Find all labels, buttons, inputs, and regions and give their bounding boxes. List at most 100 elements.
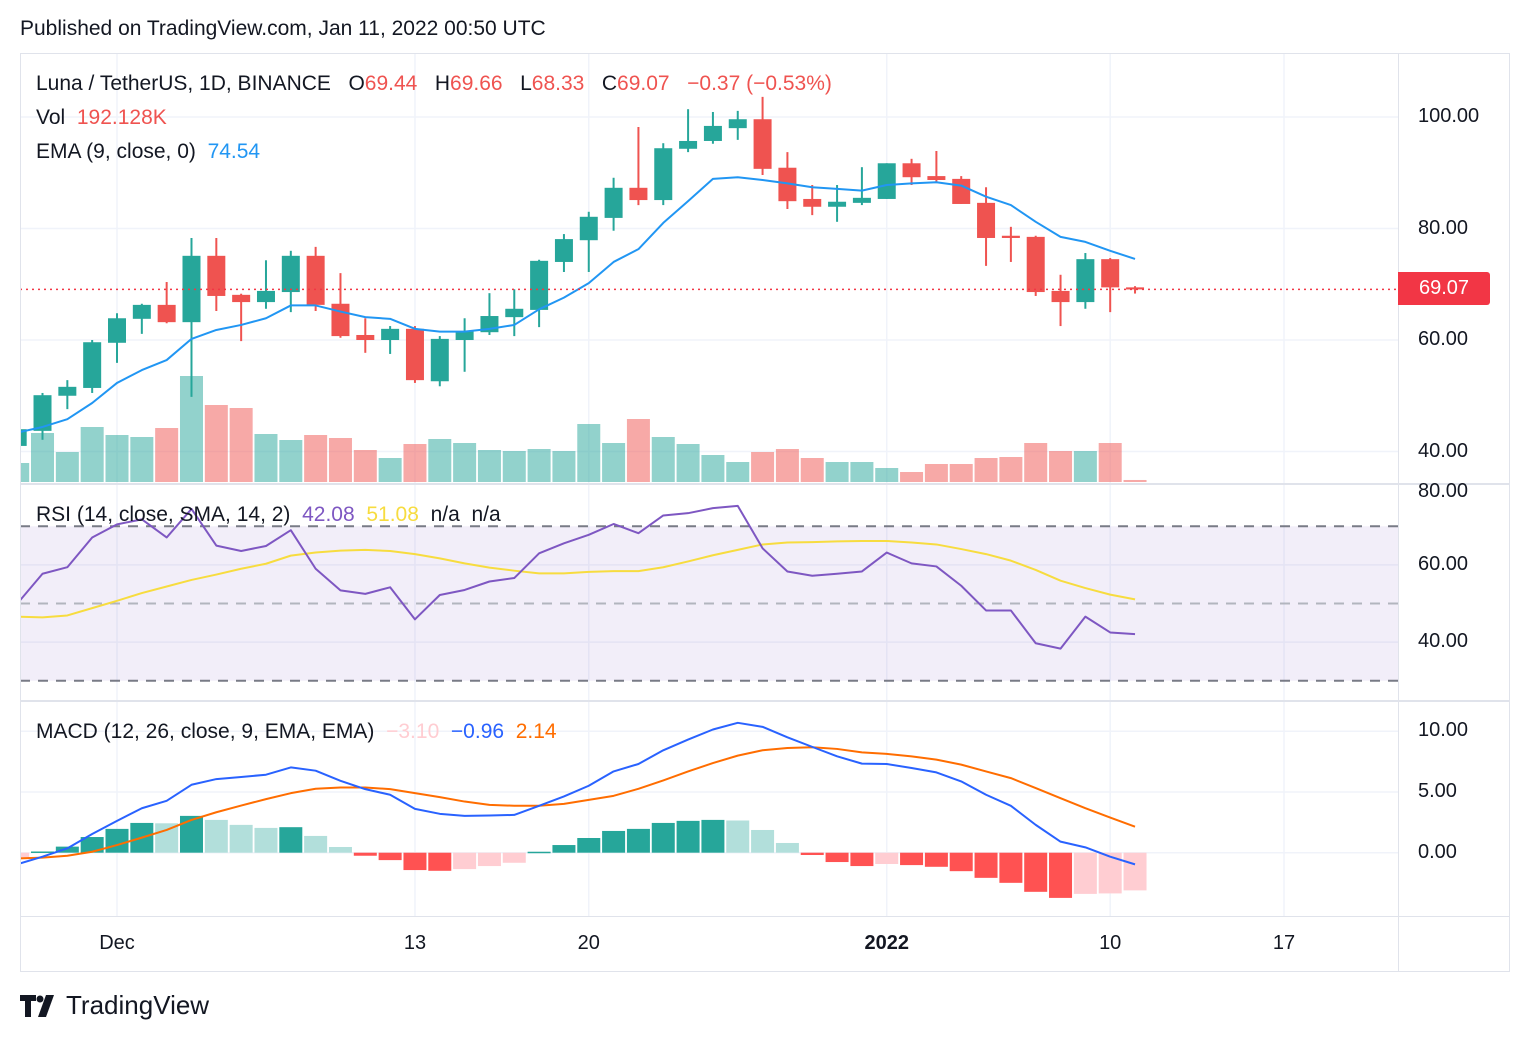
candle-body [430,338,449,382]
candle-body [132,304,151,319]
macd-histogram-bar [949,852,973,872]
volume-bar [155,428,179,482]
volume-bar [55,452,79,482]
volume-bar [1098,443,1122,482]
macd-series [20,721,1136,866]
candle-body [108,318,126,343]
volume-bar [31,433,55,482]
candle-body [207,255,226,296]
macd-histogram-bar [55,846,79,853]
volume-bar [477,450,501,482]
candle-body [306,255,325,305]
published-header: Published on TradingView.com, Jan 11, 20… [20,17,546,40]
ema-label[interactable]: EMA (9, close, 0) [36,140,196,163]
macd-histogram-bar [602,830,626,853]
macd-histogram-bar [229,824,253,853]
candle-body [505,308,524,318]
volume-bar [602,443,626,482]
rsi-label[interactable]: RSI (14, close, SMA, 14, 2) [36,503,291,526]
time-axis-label: 17 [1272,932,1296,954]
candle-body [157,304,176,323]
time-axis-label: Dec [99,932,135,954]
volume-bar [378,458,402,482]
volume-bar [204,405,228,482]
symbol-title[interactable]: Luna / TetherUS, 1D, BINANCE [36,72,331,95]
macd-histogram-bar [850,852,874,867]
volume-bar [800,458,824,482]
price-legend: Luna / TetherUS, 1D, BINANCE O69.44 H69.… [36,72,832,96]
macd-hist-value: −3.10 [386,720,440,743]
candle-body [828,201,847,207]
chart-frame [20,53,1510,972]
macd-signal-series [20,746,1136,860]
time-axis-label: 10 [1099,932,1122,954]
macd-histogram-bar [353,852,377,856]
macd-histogram-bar [254,827,278,853]
volume-legend: Vol 192.128K [36,106,167,130]
macd-histogram-bar [900,852,924,866]
price-axis-label: 100.00 [1418,105,1480,127]
macd-histogram-bar [751,829,775,853]
volume-bar [453,443,477,482]
macd-histogram-bar [800,852,824,856]
macd-axis-label: 0.00 [1418,840,1457,863]
macd-histogram-bar [701,819,725,853]
macd-histogram-bar [378,852,402,861]
volume-bar [130,437,154,482]
macd-label[interactable]: MACD (12, 26, close, 9, EMA, EMA) [36,720,375,743]
volume-label[interactable]: Vol [36,106,66,129]
volume-bar [974,458,998,482]
macd-axis-label: 5.00 [1418,779,1457,802]
price-axis-label: 60.00 [1418,328,1469,350]
macd-histogram-bar [328,846,352,853]
macd-histogram-bar [999,852,1023,883]
volume-value: 192.128K [76,106,167,129]
rsi-lines [20,504,1136,650]
volume-bar [20,463,30,482]
candle-body [629,187,648,201]
volume-bar [1073,451,1097,482]
volume-bar [676,444,700,482]
volume-bar [850,462,874,482]
open-value: 69.44 [364,72,418,95]
candle-body [1051,290,1070,303]
time-axis-label: 13 [403,932,427,954]
candle-body [331,303,350,337]
macd-histogram-bar [477,852,501,867]
rsi-sma-value: 51.08 [366,503,419,526]
open-label: O [348,72,365,95]
candle-body [927,176,946,180]
rsi-sma-series [20,539,1136,619]
tradingview-logo[interactable]: TradingView [20,990,209,1021]
candle-body [604,187,623,218]
macd-histogram-bar [626,828,650,853]
volume-bar [1024,443,1048,482]
candle-body [405,328,424,381]
volume-bar [875,468,899,482]
candle-body [1126,287,1145,290]
macd-value: −0.96 [450,720,505,743]
macd-signal-value: 2.14 [515,720,557,743]
volume-bar [1123,479,1147,482]
macd-histogram-bar [80,837,104,853]
macd-histogram-bar [924,852,948,867]
macd-histogram-bar [651,822,675,853]
candle-body [952,178,971,204]
tradingview-logo-icon [20,994,54,1017]
volume-bar [304,435,328,482]
candle-body [182,255,201,323]
macd-histogram-bar [279,827,303,853]
candle-body [20,429,27,446]
time-axis-label: 20 [577,932,600,954]
macd-histogram-bar [1123,852,1147,891]
macd-histogram-bar [726,820,750,853]
volume-bar [651,437,675,482]
candle-body [530,260,549,310]
macd-histogram-bar [453,852,477,870]
macd-histogram-bar [1098,852,1122,894]
price-axis-label: 80.00 [1418,216,1469,239]
macd-histogram-bar [428,852,452,871]
volume-bar [254,434,278,482]
macd-histogram-bar [403,852,427,871]
